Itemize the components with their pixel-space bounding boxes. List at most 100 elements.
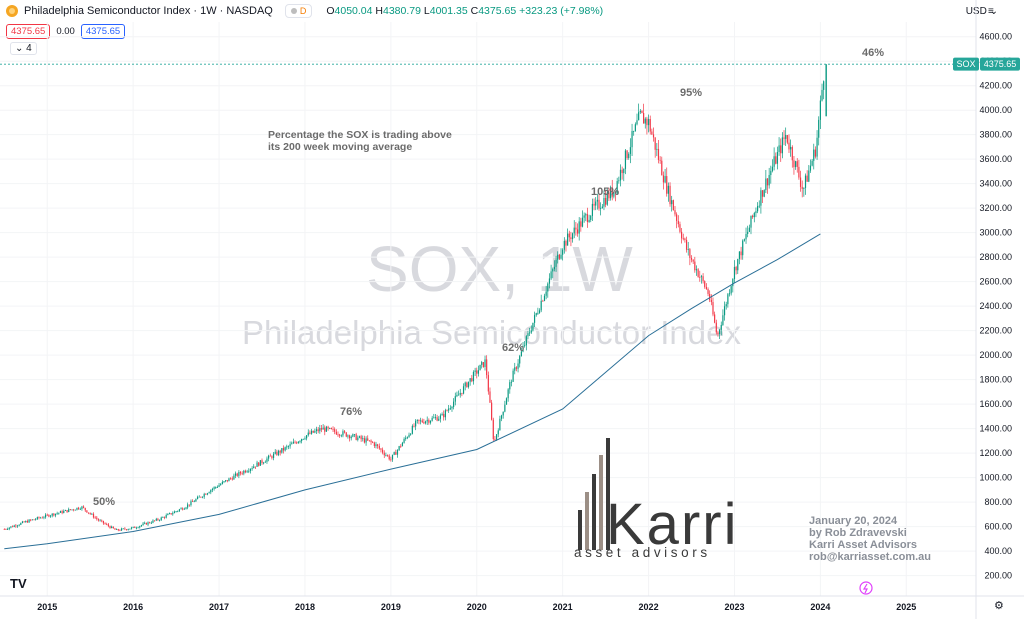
candle-body	[360, 436, 362, 440]
menu-icon[interactable]: ≡	[988, 6, 994, 17]
x-tick-label: 2022	[639, 602, 659, 612]
candle-body	[563, 240, 565, 250]
candle-body	[168, 513, 171, 514]
gear-icon[interactable]: ⚙	[994, 600, 1004, 612]
candle-body	[773, 156, 775, 167]
candle-body	[497, 430, 499, 435]
candle-body	[669, 185, 671, 205]
candle-body	[201, 496, 204, 498]
candle-body	[353, 434, 356, 436]
candle-body	[236, 473, 238, 476]
candle-body	[562, 249, 564, 255]
candle-body	[400, 446, 402, 447]
chevron-down-icon: ⌄	[15, 43, 24, 54]
annotation-62: 62%	[502, 342, 525, 354]
candle-body	[823, 81, 825, 90]
x-axis[interactable]: 2015 2016 2017 2018 2019 2020 2021 2022 2023 2024…	[0, 595, 1024, 612]
candle-body	[806, 175, 808, 182]
candle-body	[144, 522, 146, 524]
candle-body	[243, 470, 245, 474]
info-line-1: Percentage the SOX is trading above	[268, 129, 452, 141]
candle-body	[793, 160, 795, 168]
candle-body	[213, 487, 215, 489]
candle-body	[94, 517, 96, 519]
candle-body	[689, 249, 691, 258]
candle-body	[178, 509, 181, 511]
candle-body	[405, 437, 407, 439]
candle-body	[809, 165, 812, 171]
candle-body	[715, 322, 717, 333]
candle-body	[401, 442, 404, 447]
candle-body	[558, 254, 560, 259]
candle-body	[348, 435, 351, 439]
candle-body	[137, 527, 139, 529]
candle-body	[621, 169, 623, 174]
candle-body	[386, 455, 389, 456]
candle-body	[471, 378, 473, 382]
symbol-title[interactable]: Philadelphia Semiconductor Index · 1W · …	[24, 5, 273, 17]
candle-body	[707, 289, 709, 294]
indicator-count: 4	[26, 43, 32, 54]
candle-body	[424, 421, 427, 424]
candle-body	[299, 441, 301, 442]
candle-body	[585, 214, 587, 216]
candle-body	[538, 310, 541, 313]
candle-body	[196, 496, 199, 500]
candle-body	[578, 221, 580, 234]
bid-price[interactable]: 4375.65	[6, 24, 51, 39]
flash-icon[interactable]	[859, 581, 873, 595]
candle-body	[581, 217, 584, 227]
candle-body	[814, 149, 817, 157]
candle-body	[335, 431, 337, 435]
candle-body	[752, 215, 754, 218]
candle-body	[616, 181, 618, 193]
candle-body	[276, 451, 278, 455]
candle-body	[216, 486, 219, 488]
candle-body	[23, 521, 25, 523]
candle-body	[710, 299, 712, 303]
candle-body	[609, 187, 612, 199]
candle-body	[355, 434, 357, 440]
candle-body	[661, 160, 663, 176]
tradingview-logo-icon[interactable]: TV	[10, 576, 27, 591]
x-tick-label: 2021	[553, 602, 573, 612]
candle-body	[261, 460, 263, 464]
candle-body	[86, 510, 88, 513]
candle-body	[681, 231, 683, 239]
candle-body	[533, 315, 536, 323]
candle-body	[586, 214, 589, 222]
price-label-value: 4375.65	[984, 59, 1017, 69]
y-tick-label: 1000.00	[979, 473, 1012, 483]
candle-body	[254, 466, 256, 468]
candle-body	[157, 518, 159, 521]
candle-body	[253, 466, 255, 469]
candle-body	[719, 329, 721, 334]
candle-body	[282, 448, 285, 451]
candle-body	[571, 233, 574, 240]
karri-brand-name: Karri	[606, 492, 739, 557]
candle-body	[347, 435, 349, 437]
candle-body	[190, 501, 192, 506]
ask-price[interactable]: 4375.65	[80, 24, 126, 39]
candle-body	[170, 513, 172, 515]
price-label-symbol: SOX	[956, 59, 975, 69]
candle-body	[58, 512, 60, 514]
watermark-symbol: SOX, 1W	[366, 233, 633, 305]
x-tick-label: 2023	[724, 602, 744, 612]
candle-body	[641, 110, 643, 114]
info-line-2: its 200 week moving average	[268, 141, 413, 153]
candle-body	[372, 442, 374, 443]
candle-body	[763, 190, 765, 197]
candle-body	[614, 191, 617, 193]
symbol-logo-icon	[6, 5, 18, 17]
candle-body	[776, 151, 779, 164]
candle-body	[127, 529, 129, 530]
indicators-toggle[interactable]: ⌄ 4	[10, 42, 37, 55]
candle-body	[332, 429, 334, 430]
candle-body	[761, 190, 764, 197]
delay-badge[interactable]: D	[284, 4, 313, 18]
annotation-46: 46%	[862, 47, 885, 59]
y-axis[interactable]: 4600.004400.004200.004000.003800.003600.…	[975, 0, 1012, 619]
